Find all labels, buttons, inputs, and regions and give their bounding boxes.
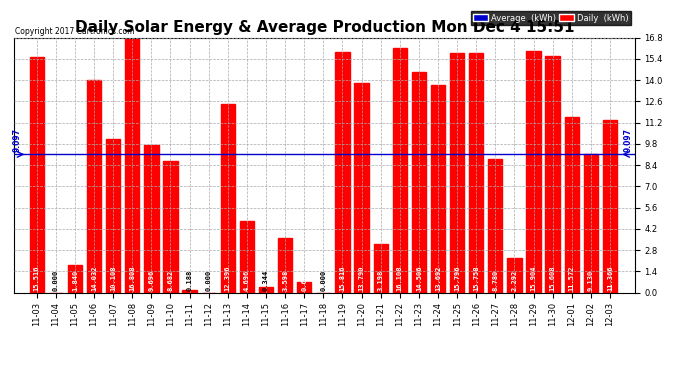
Text: 15.816: 15.816 bbox=[339, 266, 346, 291]
Bar bbox=[239, 221, 254, 292]
Bar bbox=[259, 287, 273, 292]
Text: 0.344: 0.344 bbox=[263, 270, 269, 291]
Bar bbox=[488, 159, 502, 292]
Text: 8.682: 8.682 bbox=[168, 270, 173, 291]
Bar bbox=[125, 38, 139, 292]
Bar bbox=[278, 238, 293, 292]
Legend: Average  (kWh), Daily  (kWh): Average (kWh), Daily (kWh) bbox=[471, 11, 631, 25]
Text: 12.396: 12.396 bbox=[225, 266, 231, 291]
Bar bbox=[182, 290, 197, 292]
Text: 2.292: 2.292 bbox=[511, 270, 518, 291]
Text: 9.130: 9.130 bbox=[588, 270, 594, 291]
Text: 9.696: 9.696 bbox=[148, 270, 155, 291]
Bar bbox=[373, 244, 388, 292]
Bar bbox=[546, 56, 560, 292]
Bar bbox=[412, 72, 426, 292]
Bar bbox=[564, 117, 579, 292]
Bar bbox=[450, 53, 464, 292]
Text: 15.516: 15.516 bbox=[34, 266, 40, 291]
Bar bbox=[335, 53, 350, 292]
Text: 3.598: 3.598 bbox=[282, 270, 288, 291]
Bar bbox=[106, 139, 120, 292]
Bar bbox=[526, 51, 541, 292]
Bar bbox=[221, 104, 235, 292]
Text: 8.780: 8.780 bbox=[492, 270, 498, 291]
Bar bbox=[603, 120, 617, 292]
Text: 15.608: 15.608 bbox=[550, 266, 555, 291]
Bar bbox=[87, 80, 101, 292]
Bar bbox=[144, 146, 159, 292]
Text: 11.366: 11.366 bbox=[607, 266, 613, 291]
Text: 4.696: 4.696 bbox=[244, 270, 250, 291]
Text: 16.808: 16.808 bbox=[129, 266, 135, 291]
Text: Copyright 2017 Cartronics.com: Copyright 2017 Cartronics.com bbox=[14, 27, 135, 36]
Text: 15.758: 15.758 bbox=[473, 266, 480, 291]
Text: 3.198: 3.198 bbox=[377, 270, 384, 291]
Text: 13.692: 13.692 bbox=[435, 266, 441, 291]
Text: 0.000: 0.000 bbox=[206, 270, 212, 291]
Text: 10.108: 10.108 bbox=[110, 266, 116, 291]
Text: 9.097: 9.097 bbox=[13, 128, 22, 152]
Title: Daily Solar Energy & Average Production Mon Dec 4 15:51: Daily Solar Energy & Average Production … bbox=[75, 20, 574, 35]
Text: 0.698: 0.698 bbox=[302, 270, 307, 291]
Text: 14.032: 14.032 bbox=[91, 266, 97, 291]
Text: 1.840: 1.840 bbox=[72, 270, 78, 291]
Text: 13.790: 13.790 bbox=[359, 266, 364, 291]
Bar bbox=[584, 154, 598, 292]
Text: 14.506: 14.506 bbox=[416, 266, 422, 291]
Bar bbox=[507, 258, 522, 292]
Bar bbox=[297, 282, 311, 292]
Bar bbox=[355, 83, 368, 292]
Text: 0.000: 0.000 bbox=[320, 270, 326, 291]
Text: 16.108: 16.108 bbox=[397, 266, 403, 291]
Bar bbox=[431, 85, 445, 292]
Bar bbox=[164, 161, 177, 292]
Bar bbox=[393, 48, 407, 292]
Text: 0.000: 0.000 bbox=[53, 270, 59, 291]
Text: 15.904: 15.904 bbox=[531, 266, 537, 291]
Text: 11.572: 11.572 bbox=[569, 266, 575, 291]
Text: 15.796: 15.796 bbox=[454, 266, 460, 291]
Bar bbox=[469, 53, 484, 292]
Text: 9.097: 9.097 bbox=[624, 128, 633, 152]
Bar bbox=[30, 57, 44, 292]
Text: 0.188: 0.188 bbox=[186, 270, 193, 291]
Bar bbox=[68, 265, 82, 292]
